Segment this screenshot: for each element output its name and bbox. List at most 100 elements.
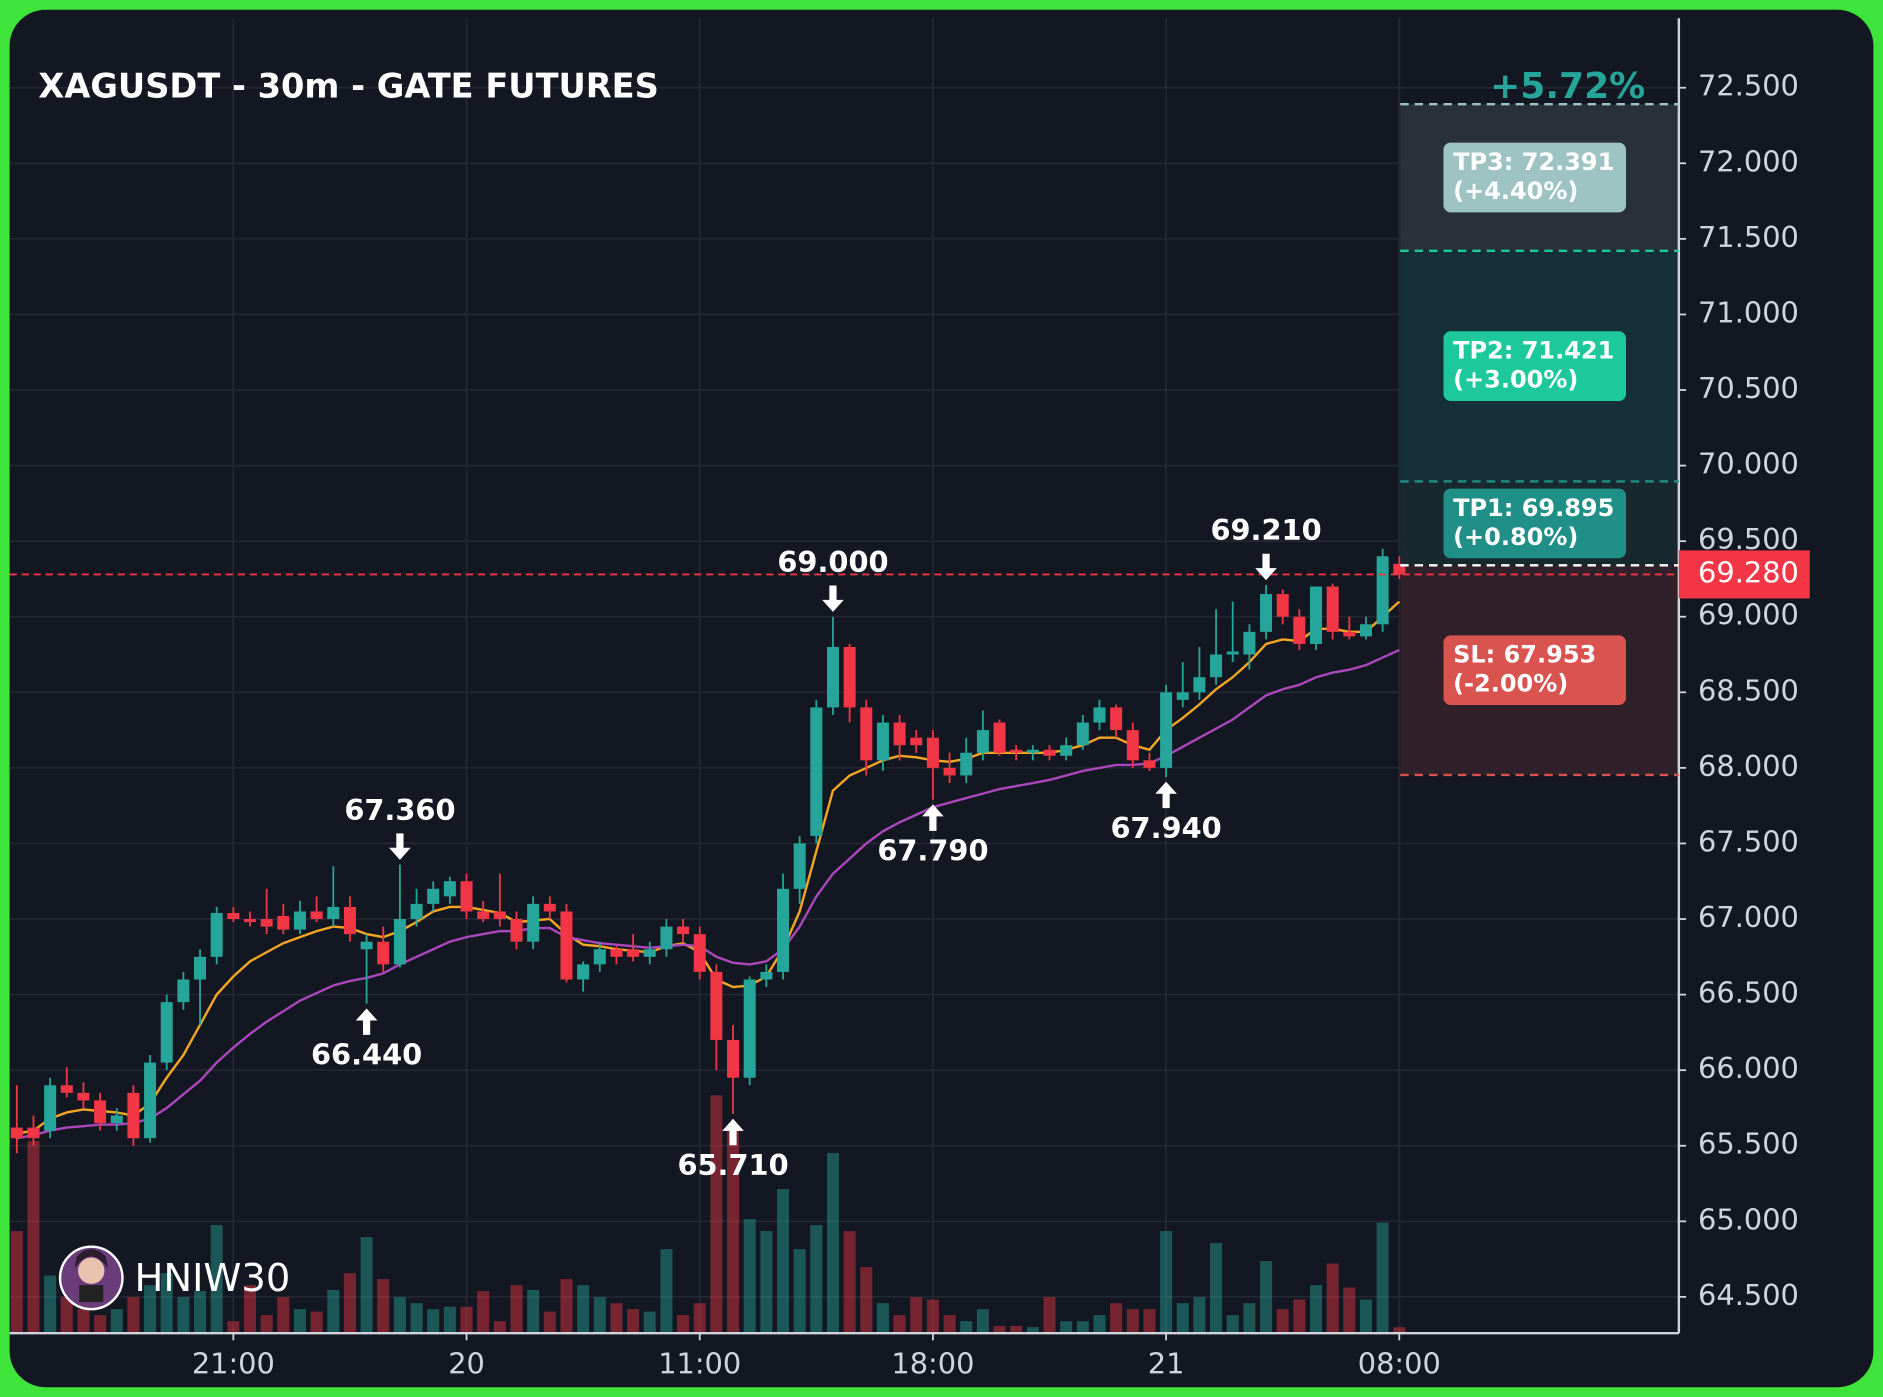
volume-bar bbox=[677, 1315, 690, 1334]
volume-bar bbox=[1376, 1222, 1389, 1334]
level-label: SL: 67.953 bbox=[1453, 641, 1596, 669]
candle-body bbox=[177, 979, 190, 1003]
candle-body bbox=[227, 912, 240, 920]
volume-bar bbox=[427, 1309, 440, 1334]
volume-bar bbox=[410, 1303, 423, 1334]
x-tick-label: 11:00 bbox=[658, 1347, 741, 1381]
avatar-body bbox=[79, 1285, 104, 1302]
candle-body bbox=[1143, 760, 1156, 768]
candle-body bbox=[160, 1002, 173, 1063]
volume-bar bbox=[976, 1309, 989, 1334]
volume-bar bbox=[1293, 1299, 1306, 1334]
candle-body bbox=[1293, 616, 1306, 644]
candle-body bbox=[443, 881, 456, 897]
candle-body bbox=[10, 1127, 23, 1139]
volume-bar bbox=[1343, 1287, 1356, 1334]
watermark: HNIW30 bbox=[58, 1245, 290, 1311]
candle-body bbox=[1393, 563, 1406, 575]
y-tick-label: 67.000 bbox=[1698, 900, 1799, 934]
level-sublabel: (-2.00%) bbox=[1453, 670, 1568, 698]
candle-body bbox=[1193, 677, 1206, 693]
candle-body bbox=[860, 707, 873, 761]
volume-bar bbox=[1260, 1261, 1273, 1334]
marker-label: 67.940 bbox=[1111, 811, 1222, 845]
last-price-label: 69.280 bbox=[1698, 555, 1799, 589]
marker-label: 65.710 bbox=[677, 1148, 788, 1182]
candle-body bbox=[1060, 745, 1073, 756]
candle-body bbox=[876, 722, 889, 761]
volume-bar bbox=[293, 1309, 306, 1334]
candle-body bbox=[343, 906, 356, 935]
volume-bar bbox=[810, 1225, 823, 1334]
candle-body bbox=[1076, 722, 1089, 746]
candle-body bbox=[1026, 749, 1039, 753]
candle-body bbox=[110, 1115, 123, 1124]
volume-bar bbox=[393, 1297, 406, 1334]
volume-bar bbox=[443, 1306, 456, 1334]
candle-body bbox=[710, 971, 723, 1040]
marker-arrow bbox=[1155, 781, 1177, 809]
y-tick-label: 71.000 bbox=[1698, 295, 1799, 329]
y-tick-label: 65.000 bbox=[1698, 1202, 1799, 1236]
volume-bar bbox=[460, 1306, 473, 1334]
volume-bar bbox=[1176, 1303, 1189, 1334]
candle-body bbox=[44, 1085, 57, 1131]
candle-body bbox=[144, 1062, 157, 1139]
volume-bar bbox=[1143, 1309, 1156, 1334]
candle-body bbox=[510, 919, 523, 942]
level-label-box bbox=[1443, 635, 1627, 705]
volume-bar bbox=[610, 1303, 623, 1334]
chart-title: XAGUSDT - 30m - GATE FUTURES bbox=[38, 66, 658, 105]
volume-bar bbox=[527, 1289, 540, 1334]
marker-arrow bbox=[355, 1008, 378, 1035]
candle-body bbox=[910, 737, 923, 746]
volume-bar bbox=[876, 1303, 889, 1334]
candle-body bbox=[260, 919, 273, 927]
volume-bar bbox=[1393, 1327, 1406, 1334]
candle-body bbox=[1326, 586, 1339, 632]
volume-bar bbox=[960, 1321, 973, 1334]
volume-bar bbox=[194, 1291, 207, 1334]
candle-body bbox=[460, 881, 473, 912]
volume-bar bbox=[693, 1303, 706, 1334]
volume-bar bbox=[277, 1297, 290, 1334]
volume-bar bbox=[1076, 1321, 1089, 1334]
x-tick-label: 21 bbox=[1148, 1347, 1185, 1381]
volume-bar bbox=[910, 1297, 923, 1334]
candle-body bbox=[1260, 594, 1273, 632]
last-price-box bbox=[1678, 550, 1810, 599]
candle-body bbox=[194, 956, 207, 980]
candle-body bbox=[427, 888, 440, 904]
y-tick-label: 67.500 bbox=[1698, 824, 1799, 858]
x-tick-label: 18:00 bbox=[891, 1347, 974, 1381]
volume-bar bbox=[943, 1315, 956, 1334]
volume-bar bbox=[843, 1231, 856, 1334]
level-sublabel: (+4.40%) bbox=[1453, 177, 1578, 205]
volume-bar bbox=[94, 1315, 107, 1334]
volume-bar bbox=[826, 1153, 839, 1334]
candle-body bbox=[943, 767, 956, 776]
candle-body bbox=[27, 1127, 40, 1139]
candle-body bbox=[1343, 631, 1356, 637]
candle-body bbox=[543, 903, 556, 912]
volume-bar bbox=[10, 1231, 23, 1334]
marker-arrow bbox=[822, 585, 844, 612]
candle-body bbox=[1310, 586, 1323, 644]
marker-arrow bbox=[922, 804, 944, 831]
level-label-box bbox=[1443, 488, 1627, 559]
y-tick-label: 71.500 bbox=[1698, 220, 1799, 254]
y-tick-label: 68.000 bbox=[1698, 749, 1799, 783]
candle-body bbox=[493, 911, 506, 920]
candle-body bbox=[793, 843, 806, 889]
volume-bar bbox=[477, 1291, 490, 1334]
candle-body bbox=[777, 888, 790, 972]
volume-bar bbox=[543, 1311, 556, 1334]
candle-body bbox=[1126, 730, 1139, 761]
candle-body bbox=[94, 1100, 107, 1124]
y-tick-label: 70.000 bbox=[1698, 447, 1799, 481]
marker-arrow bbox=[722, 1118, 744, 1146]
volume-bar bbox=[1110, 1303, 1123, 1334]
candle-body bbox=[993, 722, 1006, 753]
volume-bar bbox=[993, 1325, 1006, 1334]
